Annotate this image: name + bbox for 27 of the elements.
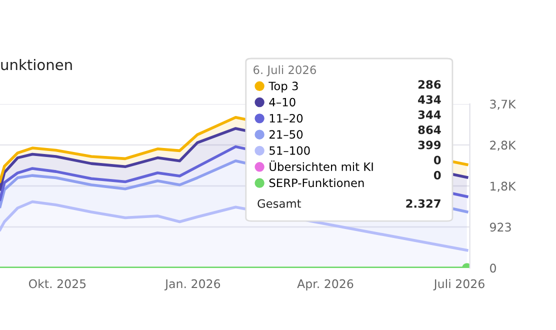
annotation: Gesamt [258, 199, 302, 208]
x-tick-label: Okt. 2025 [28, 279, 86, 288]
y-tick-label: 2,8K [490, 140, 516, 151]
x-tick-label: Jan. 2026 [164, 279, 220, 290]
text: 286 [418, 80, 441, 89]
annotation: 0 [434, 170, 441, 180]
y-tick-label: 3,7K [490, 100, 516, 110]
chart-title: unktionen [1, 58, 72, 70]
legend-label: 11–20 [270, 114, 303, 123]
legend-label: 51–100 [270, 146, 310, 155]
text: 434 [418, 95, 441, 104]
legend-title: 6. Juli 2026 [254, 65, 316, 76]
legend-label: Top 3 [268, 82, 298, 92]
annotation: 399 [418, 140, 441, 150]
x-tick-label: Juli 2026 [433, 279, 484, 290]
y-tick-label: 1,8K [490, 182, 516, 192]
annotation: 2.327 [406, 199, 440, 208]
legend-label: 4–10 [269, 98, 296, 106]
x-tick-label: Apr. 2026 [297, 279, 354, 290]
annotation: 0 [434, 156, 441, 164]
legend-label: 21–50 [270, 130, 303, 139]
y-tick-label: 0 [490, 264, 496, 273]
legend-label: Übersichten mit KI [270, 160, 373, 172]
annotation: 864 [418, 126, 441, 134]
legend-label: SERP-Funktionen [269, 178, 364, 188]
y-tick-label: 923 [490, 222, 511, 232]
annotation: 344 [418, 110, 441, 120]
